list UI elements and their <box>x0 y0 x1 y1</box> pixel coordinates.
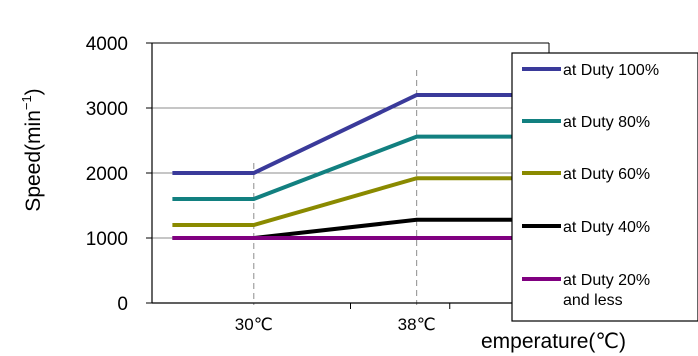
x-axis-title: emperature(℃) <box>481 330 626 353</box>
series-line-3 <box>172 176 549 227</box>
x-tick-label: 30℃ <box>235 315 273 334</box>
y-tick-label: 2000 <box>86 164 128 185</box>
series-line-4 <box>172 217 549 240</box>
legend-label-line2: and less <box>563 292 623 309</box>
legend-label: at Duty 60% <box>563 166 650 183</box>
legend-box <box>511 52 698 322</box>
y-tick-label: 1000 <box>86 229 128 250</box>
axes <box>146 42 550 309</box>
y-tick-labels: 0 1000 2000 3000 4000 <box>86 34 128 315</box>
series-lines <box>172 93 549 240</box>
y-tick-label: 4000 <box>86 34 128 55</box>
legend-label: at Duty 80% <box>563 114 650 131</box>
legend-label: at Duty 20% <box>563 272 650 289</box>
y-tick-label: 3000 <box>86 99 128 120</box>
x-tick-labels: 30℃ 38℃ <box>235 315 436 334</box>
legend: at Duty 100% at Duty 80% at Duty 60% at Dut… <box>511 52 698 322</box>
series-line-2 <box>172 134 549 201</box>
gridlines <box>152 42 549 239</box>
y-tick-label: 0 <box>117 294 128 315</box>
y-axis-title: Speed(min−1) <box>19 88 45 211</box>
reference-lines <box>253 70 418 305</box>
legend-label: at Duty 100% <box>563 62 659 79</box>
series-line-1 <box>172 93 549 175</box>
legend-label: at Duty 40% <box>563 219 650 236</box>
x-tick-label: 38℃ <box>398 315 436 334</box>
